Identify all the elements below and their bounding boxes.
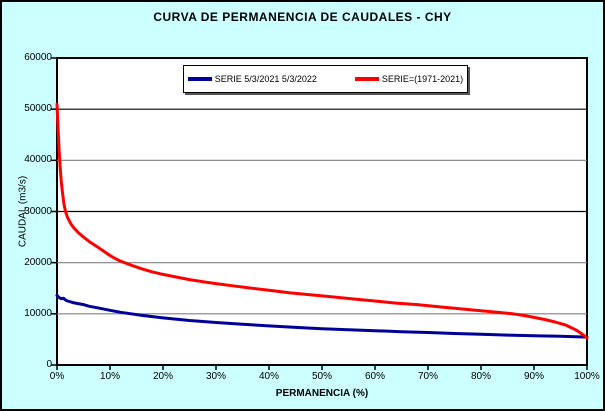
legend-label-blue: SERIE 5/3/2021 5/3/2022 [214,74,317,84]
x-tick-label: 90% [523,371,544,382]
legend-entry-blue: SERIE 5/3/2021 5/3/2022 [187,74,317,84]
blue-line-sample-icon [187,77,212,81]
x-axis-title: PERMANENCIA (%) [275,388,369,399]
x-tick-label: 100% [574,371,600,382]
x-tick-label: 30% [205,371,226,382]
x-tick-label: 80% [470,371,491,382]
y-tick-label: 40000 [24,154,52,166]
y-tick-label: 20000 [24,256,52,268]
y-tick-label: 0 [46,359,52,370]
y-tick-label: 50000 [24,103,52,115]
chart-title: CURVA DE PERMANENCIA DE CAUDALES - CHY [153,10,452,24]
red-line-sample-icon [354,77,379,81]
x-tick-label: 50% [311,371,332,382]
series-curve-0 [55,293,589,339]
x-tick-label: 70% [417,371,438,382]
series-curve-1 [55,102,589,340]
legend-label-red: SERIE=(1971-2021) [381,74,464,84]
legend: SERIE 5/3/2021 5/3/2022 SERIE=(1971-2021… [183,65,468,93]
x-tick-label: 0% [49,371,65,382]
y-tick-label: 60000 [24,52,52,63]
y-tick-label: 10000 [24,307,52,319]
x-tick-label: 60% [364,371,385,382]
x-tick-label: 10% [99,371,120,382]
y-tick-label: 30000 [24,205,52,217]
legend-entry-red: SERIE=(1971-2021) [354,74,464,84]
x-tick-label: 40% [258,371,279,382]
x-tick-label: 20% [152,371,173,382]
